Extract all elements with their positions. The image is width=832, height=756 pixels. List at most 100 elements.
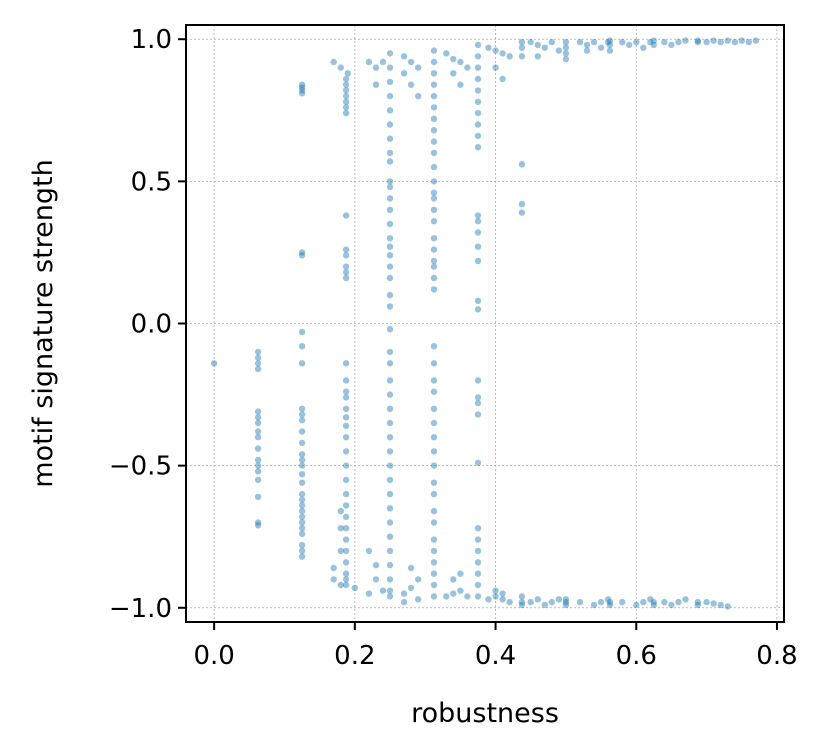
data-point (342, 525, 350, 532)
data-point (430, 490, 438, 498)
data-point (342, 269, 350, 276)
data-point (457, 81, 464, 88)
data-point (450, 55, 457, 63)
data-point (298, 490, 306, 498)
data-point (342, 388, 350, 395)
data-point (298, 547, 306, 555)
data-point (506, 53, 513, 60)
x-tick-label: 0.8 (756, 641, 797, 671)
data-point (386, 220, 394, 228)
x-tick-label: 0.6 (616, 641, 657, 671)
data-point (298, 87, 306, 94)
data-point (474, 536, 482, 543)
data-point (474, 593, 482, 600)
data-point (386, 158, 394, 165)
data-point (562, 38, 570, 46)
data-point (724, 603, 731, 610)
data-point (534, 596, 541, 603)
data-point (342, 570, 350, 577)
data-point (386, 490, 394, 498)
data-point (342, 92, 350, 100)
data-point (534, 53, 541, 60)
data-point (668, 41, 675, 49)
data-point (298, 525, 306, 532)
data-point (254, 519, 262, 526)
data-point (407, 58, 415, 66)
data-point (298, 451, 306, 458)
data-point (518, 598, 526, 606)
data-point (450, 590, 457, 597)
data-point (298, 328, 306, 336)
data-point (499, 75, 506, 83)
data-point (443, 593, 450, 600)
data-point (430, 149, 438, 157)
data-point (675, 598, 682, 606)
data-point (342, 513, 350, 520)
data-point (710, 600, 717, 607)
data-point (703, 598, 710, 606)
data-point (450, 576, 457, 583)
data-point (254, 408, 262, 415)
data-point (386, 149, 394, 157)
data-point (555, 596, 563, 603)
data-point (330, 58, 337, 66)
data-point (298, 439, 306, 447)
data-point (386, 377, 394, 384)
x-tick-label: 0.4 (475, 641, 516, 671)
data-point (430, 92, 438, 100)
data-point (386, 593, 394, 600)
data-point (474, 75, 482, 83)
data-point (298, 479, 306, 486)
data-point (534, 41, 541, 49)
data-point (254, 360, 262, 367)
data-point (254, 476, 262, 484)
data-point (386, 206, 394, 213)
data-point (430, 360, 438, 367)
data-point (342, 448, 350, 455)
data-point (386, 448, 394, 455)
data-point (606, 598, 614, 606)
data-point (541, 601, 548, 609)
data-point (650, 601, 657, 609)
data-point (210, 360, 218, 367)
data-point (342, 360, 350, 367)
data-point (342, 109, 350, 117)
data-point (518, 200, 526, 208)
data-point (604, 38, 612, 46)
data-point (407, 564, 415, 572)
data-point (386, 360, 394, 367)
data-point (342, 536, 350, 543)
data-point (430, 434, 438, 441)
data-point (430, 405, 438, 412)
data-point (474, 547, 482, 555)
data-point (430, 274, 438, 282)
data-point (386, 303, 394, 310)
data-point (386, 519, 394, 526)
data-point (430, 178, 438, 185)
data-point (474, 581, 482, 589)
data-point (619, 38, 626, 46)
data-point (562, 55, 570, 63)
data-point (386, 135, 394, 142)
data-point (527, 598, 534, 606)
data-point (298, 462, 306, 469)
data-point (474, 306, 482, 313)
data-point (400, 590, 408, 597)
data-point (342, 547, 350, 555)
data-point (430, 189, 438, 196)
data-point (337, 581, 344, 589)
data-point (407, 584, 415, 592)
data-point (661, 38, 668, 46)
data-point (518, 53, 526, 60)
data-point (492, 587, 499, 594)
data-point (386, 235, 394, 242)
data-point (650, 37, 657, 44)
data-point (342, 87, 350, 94)
data-point (506, 598, 513, 606)
data-point (386, 533, 394, 540)
grid-lines (186, 25, 784, 622)
data-point (430, 246, 438, 253)
data-point (298, 456, 306, 464)
y-tick-label: −0.5 (109, 452, 172, 482)
data-point (590, 601, 598, 609)
